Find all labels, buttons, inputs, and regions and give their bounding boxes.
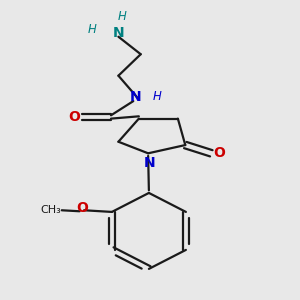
Text: H: H [88,23,97,36]
Text: N: N [143,155,155,170]
Text: O: O [68,110,80,124]
Text: H: H [118,10,127,23]
Text: H: H [153,90,162,103]
Text: N: N [112,26,124,40]
Text: CH₃: CH₃ [40,205,61,215]
Text: N: N [129,90,141,104]
Text: O: O [214,146,225,160]
Text: O: O [76,201,88,215]
